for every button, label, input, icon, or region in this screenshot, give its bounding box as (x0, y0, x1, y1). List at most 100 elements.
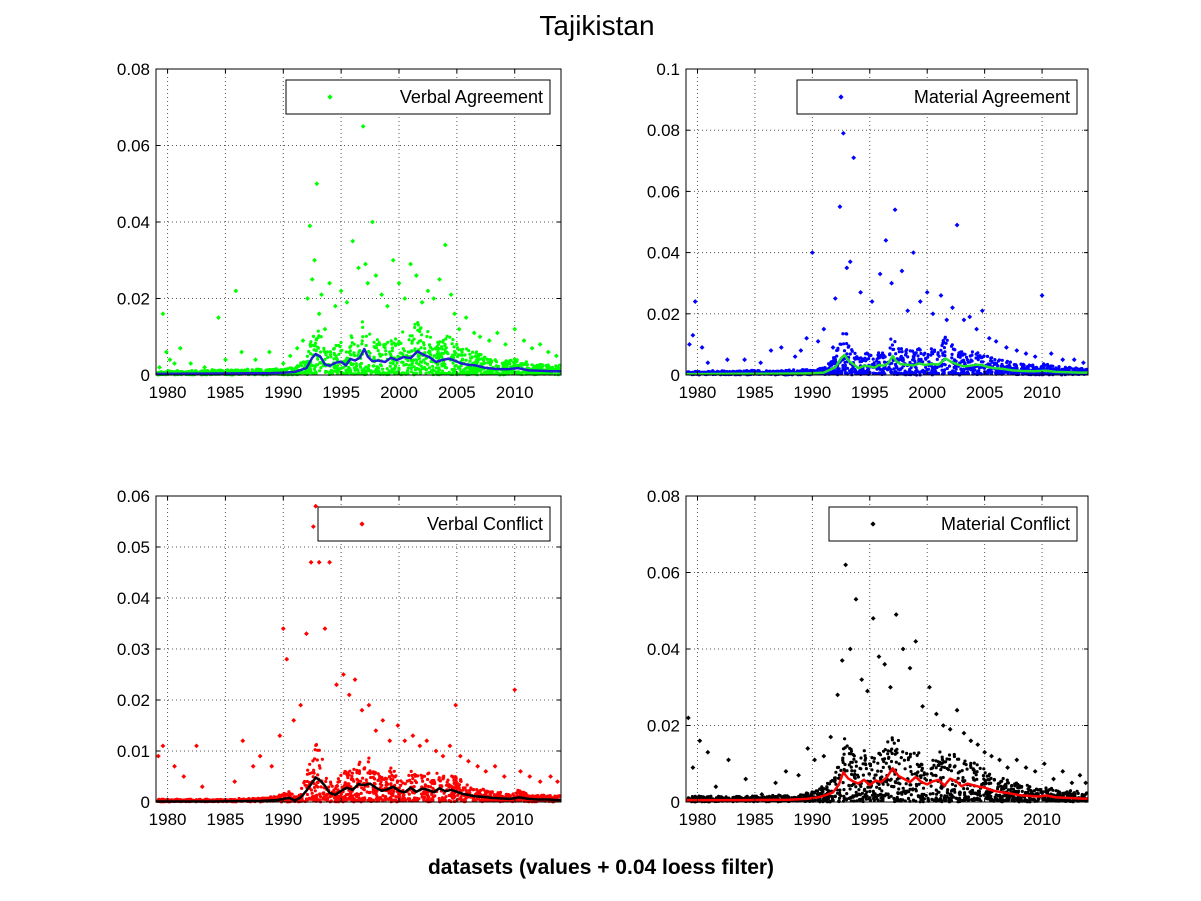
scatter-point (354, 362, 358, 366)
scatter-point (481, 798, 485, 802)
scatter-point (985, 354, 990, 358)
scatter-point (307, 223, 313, 229)
scatter-point (392, 367, 397, 371)
scatter-point (487, 790, 491, 794)
scatter-point (970, 350, 975, 354)
scatter-point (322, 326, 328, 332)
scatter-point (1008, 360, 1013, 364)
scatter-point (255, 367, 259, 371)
scatter-point (890, 370, 894, 374)
scatter-point (223, 357, 228, 363)
scatter-point (315, 797, 319, 801)
scatter-point (950, 352, 954, 356)
scatter-point (530, 363, 534, 367)
scatter-point (434, 366, 438, 370)
scatter-point (389, 778, 393, 782)
scatter-point (358, 365, 363, 369)
scatter-point (314, 370, 318, 374)
x-tick-label: 2000 (908, 383, 946, 402)
scatter-point (363, 796, 367, 800)
scatter-point (1012, 363, 1016, 367)
scatter-point (845, 342, 849, 346)
scatter-series (157, 123, 559, 370)
y-tick-label: 0.08 (647, 121, 680, 140)
scatter-point (299, 371, 303, 375)
scatter-point (463, 315, 469, 321)
x-tick-label: 2010 (496, 810, 534, 829)
scatter-point (378, 343, 382, 347)
scatter-point (318, 766, 322, 770)
scatter-point (485, 371, 489, 375)
scatter-point (351, 777, 355, 782)
scatter-point (344, 299, 350, 305)
scatter-point (374, 792, 378, 797)
scatter-point (367, 363, 371, 368)
x-tick-label: 1995 (851, 383, 889, 402)
scatter-point (344, 358, 348, 362)
scatter-point (355, 794, 359, 799)
y-tick-label: 0.01 (117, 742, 150, 761)
scatter-point (323, 357, 327, 361)
scatter-point (935, 357, 939, 361)
scatter-point (459, 778, 463, 782)
scatter-point (318, 369, 322, 373)
scatter-point (395, 779, 400, 783)
scatter-point (445, 350, 449, 354)
scatter-point (922, 353, 926, 357)
scatter-point (843, 360, 847, 365)
scatter-point (280, 361, 286, 366)
scatter-point (335, 357, 339, 361)
scatter-point (437, 796, 441, 801)
scatter-point (330, 369, 334, 373)
scatter-point (267, 349, 272, 355)
scatter-point (384, 349, 388, 353)
scatter-point (320, 757, 324, 761)
loess-line (155, 347, 561, 376)
scatter-point (427, 771, 431, 775)
scatter-point (422, 358, 426, 362)
scatter-point (284, 792, 288, 796)
scatter-point (443, 365, 447, 369)
scatter-point (463, 367, 467, 371)
scatter-point (313, 748, 317, 752)
scatter-point (406, 370, 410, 374)
scatter-point (307, 370, 311, 374)
scatter-point (939, 348, 943, 352)
scatter-point (410, 363, 414, 367)
scatter-point (442, 242, 448, 248)
scatter-point (411, 798, 415, 802)
scatter-point (419, 299, 425, 305)
scatter-point (389, 782, 393, 786)
scatter-point (337, 352, 341, 356)
scatter-point (312, 348, 316, 352)
scatter-point (348, 345, 352, 349)
scatter-point (299, 363, 303, 367)
scatter-point (426, 362, 430, 366)
scatter-point (413, 368, 417, 372)
scatter-point (468, 365, 472, 369)
scatter-point (1057, 365, 1061, 369)
scatter-point (374, 367, 378, 371)
scatter-point (348, 349, 352, 353)
scatter-point (384, 342, 388, 346)
scatter-point (409, 366, 413, 370)
scatter-point (947, 371, 951, 375)
scatter-point (482, 361, 486, 366)
scatter-point (317, 748, 321, 752)
scatter-point (943, 335, 947, 339)
scatter-point (494, 364, 499, 368)
scatter-point (376, 349, 380, 353)
scatter-point (976, 354, 980, 358)
scatter-point (359, 791, 363, 796)
scatter-point (383, 776, 388, 780)
scatter-point (889, 337, 893, 341)
scatter-point (350, 238, 356, 244)
scatter-point (394, 337, 398, 341)
scatter-point (493, 358, 497, 362)
scatter-point (290, 366, 294, 370)
scatter-point (943, 350, 947, 354)
scatter-point (355, 777, 359, 781)
scatter-point (419, 326, 423, 330)
scatter-point (922, 371, 926, 375)
